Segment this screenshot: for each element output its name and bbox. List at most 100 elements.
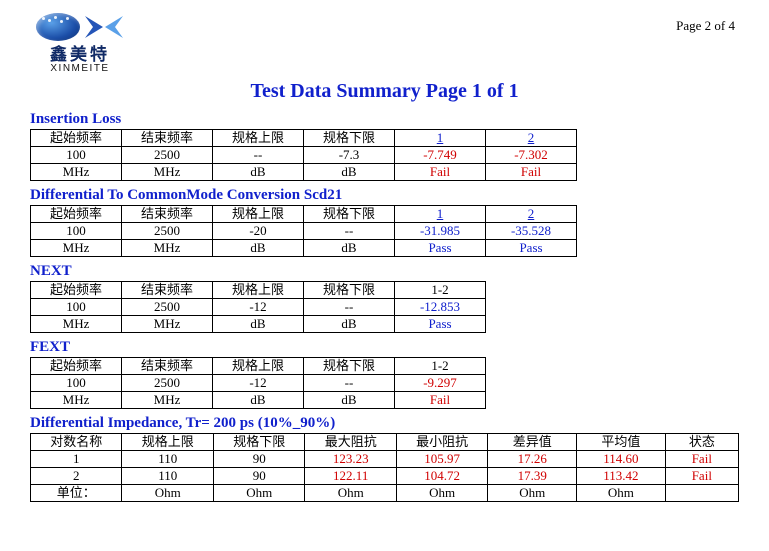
company-logo: 鑫美特 XINMEITE [30,12,130,74]
cell-max: 122.11 [305,468,396,485]
col-start-freq: 起始频率 [31,130,122,147]
cell-status-2: Pass [486,240,577,257]
col-result-1: 1 [395,130,486,147]
table-unit-row: MHz MHz dB dB Pass [31,316,486,333]
cell-avg: 113.42 [577,468,666,485]
cell-unit: Ohm [488,485,577,502]
cell-result-1: -31.985 [395,223,486,240]
cell-unit: dB [213,316,304,333]
cell-avg: 114.60 [577,451,666,468]
table-unit-row: MHz MHz dB dB Pass Pass [31,240,577,257]
cell-unit-label: 单位： [31,485,122,502]
cell-result-2: -7.302 [486,147,577,164]
col-lower-limit: 规格下限 [304,206,395,223]
col-end-freq: 结束频率 [122,282,213,299]
col-result-2: 2 [486,130,577,147]
col-max: 最大阻抗 [305,434,396,451]
cell-upper: -- [213,147,304,164]
cell-upper: -20 [213,223,304,240]
cell-lower: -- [304,375,395,392]
cell-unit: dB [304,164,395,181]
section-title-insertion-loss: Insertion Loss [30,111,739,128]
cell-start: 100 [31,223,122,240]
cell-end: 2500 [122,147,213,164]
cell-start: 100 [31,299,122,316]
cell-unit: MHz [122,316,213,333]
cell-result-1: -7.749 [395,147,486,164]
col-lower-limit: 规格下限 [304,358,395,375]
cell-status-1: Fail [395,164,486,181]
section-title-fext: FEXT [30,339,739,356]
cell-unit: Ohm [122,485,213,502]
col-end-freq: 结束频率 [122,130,213,147]
col-lower-limit: 规格下限 [304,282,395,299]
cell-unit: MHz [122,240,213,257]
cell-lower: -- [304,299,395,316]
table-header-row: 起始频率 结束频率 规格上限 规格下限 1-2 [31,358,486,375]
cell-end: 2500 [122,223,213,240]
cell-diff: 17.26 [488,451,577,468]
cell-unit: dB [213,164,304,181]
main-title: Test Data Summary Page 1 of 1 [30,80,739,103]
col-result-2: 2 [486,206,577,223]
table-row: 1 110 90 123.23 105.97 17.26 114.60 Fail [31,451,739,468]
col-avg: 平均值 [577,434,666,451]
table-insertion-loss: 起始频率 结束频率 规格上限 规格下限 1 2 100 2500 -- -7.3… [30,129,577,181]
cell-unit: MHz [31,392,122,409]
table-unit-row: MHz MHz dB dB Fail Fail [31,164,577,181]
cell-unit: Ohm [396,485,487,502]
cell-status: Pass [395,316,486,333]
col-upper-limit: 规格上限 [213,282,304,299]
cell-lower: -7.3 [304,147,395,164]
table-row: 100 2500 -12 -- -12.853 [31,299,486,316]
cell-unit: MHz [122,392,213,409]
cell-unit: Ohm [213,485,304,502]
col-start-freq: 起始频率 [31,206,122,223]
table-header-row: 起始频率 结束频率 规格上限 规格下限 1 2 [31,130,577,147]
col-pair-name: 对数名称 [31,434,122,451]
cell-start: 100 [31,147,122,164]
cell-unit: dB [213,392,304,409]
cell-unit: MHz [31,240,122,257]
cell-lower: -- [304,223,395,240]
section-title-scd21: Differential To CommonMode Conversion Sc… [30,187,739,204]
cell-result: -9.297 [395,375,486,392]
logo-english-text: XINMEITE [50,63,109,74]
table-header-row: 起始频率 结束频率 规格上限 规格下限 1 2 [31,206,577,223]
cell-unit: MHz [31,316,122,333]
col-result-1-2: 1-2 [395,358,486,375]
page-number: Page 2 of 4 [676,12,739,34]
col-upper-limit: 规格上限 [213,130,304,147]
cell-end: 2500 [122,375,213,392]
cell-upper: -12 [213,299,304,316]
col-upper-limit: 规格上限 [213,206,304,223]
cell-min: 104.72 [396,468,487,485]
cell-start: 100 [31,375,122,392]
logo-x-icon [83,12,125,42]
col-min: 最小阻抗 [396,434,487,451]
col-end-freq: 结束频率 [122,206,213,223]
table-unit-row: MHz MHz dB dB Fail [31,392,486,409]
cell-result: -12.853 [395,299,486,316]
section-title-impedance: Differential Impedance, Tr= 200 ps (10%_… [30,415,739,432]
col-result-1: 1 [395,206,486,223]
cell-min: 105.97 [396,451,487,468]
cell-name: 2 [31,468,122,485]
cell-lower: 90 [213,468,304,485]
cell-unit: MHz [31,164,122,181]
cell-status: Fail [395,392,486,409]
cell-unit: MHz [122,164,213,181]
col-upper-limit: 规格上限 [213,358,304,375]
col-status: 状态 [665,434,738,451]
table-next: 起始频率 结束频率 规格上限 规格下限 1-2 100 2500 -12 -- … [30,281,486,333]
col-diff: 差异值 [488,434,577,451]
col-upper: 规格上限 [122,434,213,451]
cell-status: Fail [665,468,738,485]
cell-unit: Ohm [577,485,666,502]
cell-status: Fail [665,451,738,468]
cell-upper: 110 [122,468,213,485]
page-header: 鑫美特 XINMEITE Page 2 of 4 [30,12,739,74]
col-start-freq: 起始频率 [31,358,122,375]
cell-status-1: Pass [395,240,486,257]
table-row: 2 110 90 122.11 104.72 17.39 113.42 Fail [31,468,739,485]
